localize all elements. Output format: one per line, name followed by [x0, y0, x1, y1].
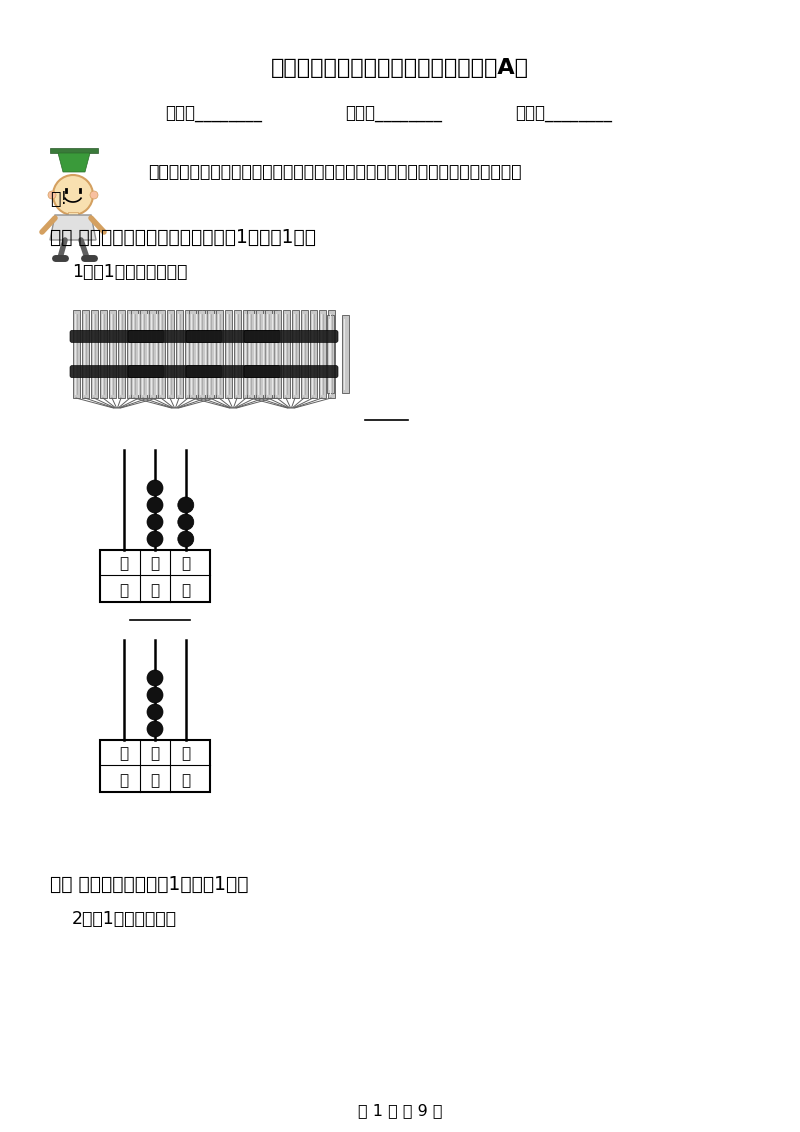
FancyBboxPatch shape [128, 366, 222, 378]
Bar [127, 310, 134, 398]
Bar [68, 212, 78, 218]
Bar [100, 310, 107, 398]
Bar [73, 310, 80, 398]
Bar [167, 310, 174, 398]
Bar [158, 310, 165, 398]
Bar [216, 310, 223, 398]
FancyBboxPatch shape [70, 331, 164, 342]
Circle shape [178, 514, 194, 530]
Text: 位: 位 [150, 583, 159, 598]
Text: 位: 位 [182, 583, 190, 598]
Bar [301, 310, 308, 398]
Bar [131, 310, 138, 398]
Circle shape [147, 514, 163, 530]
Bar [234, 310, 241, 398]
Text: 位: 位 [182, 773, 190, 788]
Bar [136, 310, 143, 398]
Circle shape [147, 531, 163, 547]
Bar [247, 310, 254, 398]
Bar [154, 310, 161, 398]
Circle shape [147, 721, 163, 737]
Bar [252, 310, 259, 398]
Text: 位: 位 [120, 583, 129, 598]
FancyBboxPatch shape [244, 366, 338, 378]
FancyBboxPatch shape [70, 366, 164, 378]
Bar [274, 310, 281, 398]
Text: 十: 十 [150, 746, 159, 761]
Text: 北师大版一年级数学下册期末测试卷（A）: 北师大版一年级数学下册期末测试卷（A） [271, 58, 529, 78]
Bar [212, 310, 219, 398]
Bar [292, 310, 299, 398]
Bar [243, 310, 250, 398]
Circle shape [90, 191, 98, 199]
Circle shape [147, 687, 163, 703]
Text: 第 1 页 共 9 页: 第 1 页 共 9 页 [358, 1103, 442, 1118]
Circle shape [147, 480, 163, 496]
Text: 二、 直接写出得数（共1题；共1分）: 二、 直接写出得数（共1题；共1分） [50, 875, 249, 894]
Bar [265, 310, 272, 398]
FancyBboxPatch shape [186, 331, 280, 342]
Text: 成绩：________: 成绩：________ [515, 105, 612, 123]
Polygon shape [58, 153, 90, 172]
Text: 百: 百 [120, 556, 129, 571]
Polygon shape [50, 215, 96, 240]
Text: 的!: 的! [50, 190, 67, 208]
Circle shape [147, 670, 163, 686]
Text: 位: 位 [120, 773, 129, 788]
Text: 十: 十 [150, 556, 159, 571]
Bar [270, 310, 277, 398]
FancyBboxPatch shape [186, 366, 280, 378]
Circle shape [178, 497, 194, 513]
Bar [203, 310, 210, 398]
Bar [328, 310, 335, 398]
Text: 个: 个 [182, 556, 190, 571]
Circle shape [53, 175, 93, 215]
Bar [109, 310, 116, 398]
Bar [327, 315, 334, 393]
Bar [319, 310, 326, 398]
Bar [261, 310, 268, 398]
Bar [185, 310, 192, 398]
Text: 1．（1分）看图写数。: 1．（1分）看图写数。 [72, 263, 187, 281]
Bar [283, 310, 290, 398]
Polygon shape [50, 148, 98, 153]
Bar [225, 310, 232, 398]
Text: 一、 读一读，并写出下列各数：（共1题；共1分）: 一、 读一读，并写出下列各数：（共1题；共1分） [50, 228, 316, 247]
Bar [82, 310, 89, 398]
Bar [118, 310, 125, 398]
Bar [100, 550, 210, 602]
Bar [149, 310, 156, 398]
Bar [145, 310, 152, 398]
Text: 姓名：________: 姓名：________ [165, 105, 262, 123]
Bar [140, 310, 147, 398]
Text: 小朋友，带上你一段时间的学习成果，一起来做个自我检测吧，相信你一定是最棒: 小朋友，带上你一段时间的学习成果，一起来做个自我检测吧，相信你一定是最棒 [148, 163, 522, 181]
Bar [256, 310, 263, 398]
Circle shape [178, 531, 194, 547]
Text: 班级：________: 班级：________ [345, 105, 442, 123]
Bar [198, 310, 205, 398]
Bar [91, 310, 98, 398]
Text: 个: 个 [182, 746, 190, 761]
Bar [194, 310, 201, 398]
Circle shape [48, 191, 56, 199]
Circle shape [147, 704, 163, 720]
Bar [100, 740, 210, 792]
Bar [207, 310, 214, 398]
FancyBboxPatch shape [244, 331, 338, 342]
Text: 2．（1分）竖式计算: 2．（1分）竖式计算 [72, 910, 177, 928]
Text: 百: 百 [120, 746, 129, 761]
FancyBboxPatch shape [128, 331, 222, 342]
Bar [176, 310, 183, 398]
Bar [310, 310, 317, 398]
Bar [189, 310, 196, 398]
Text: 位: 位 [150, 773, 159, 788]
Bar [342, 315, 349, 393]
Circle shape [147, 497, 163, 513]
